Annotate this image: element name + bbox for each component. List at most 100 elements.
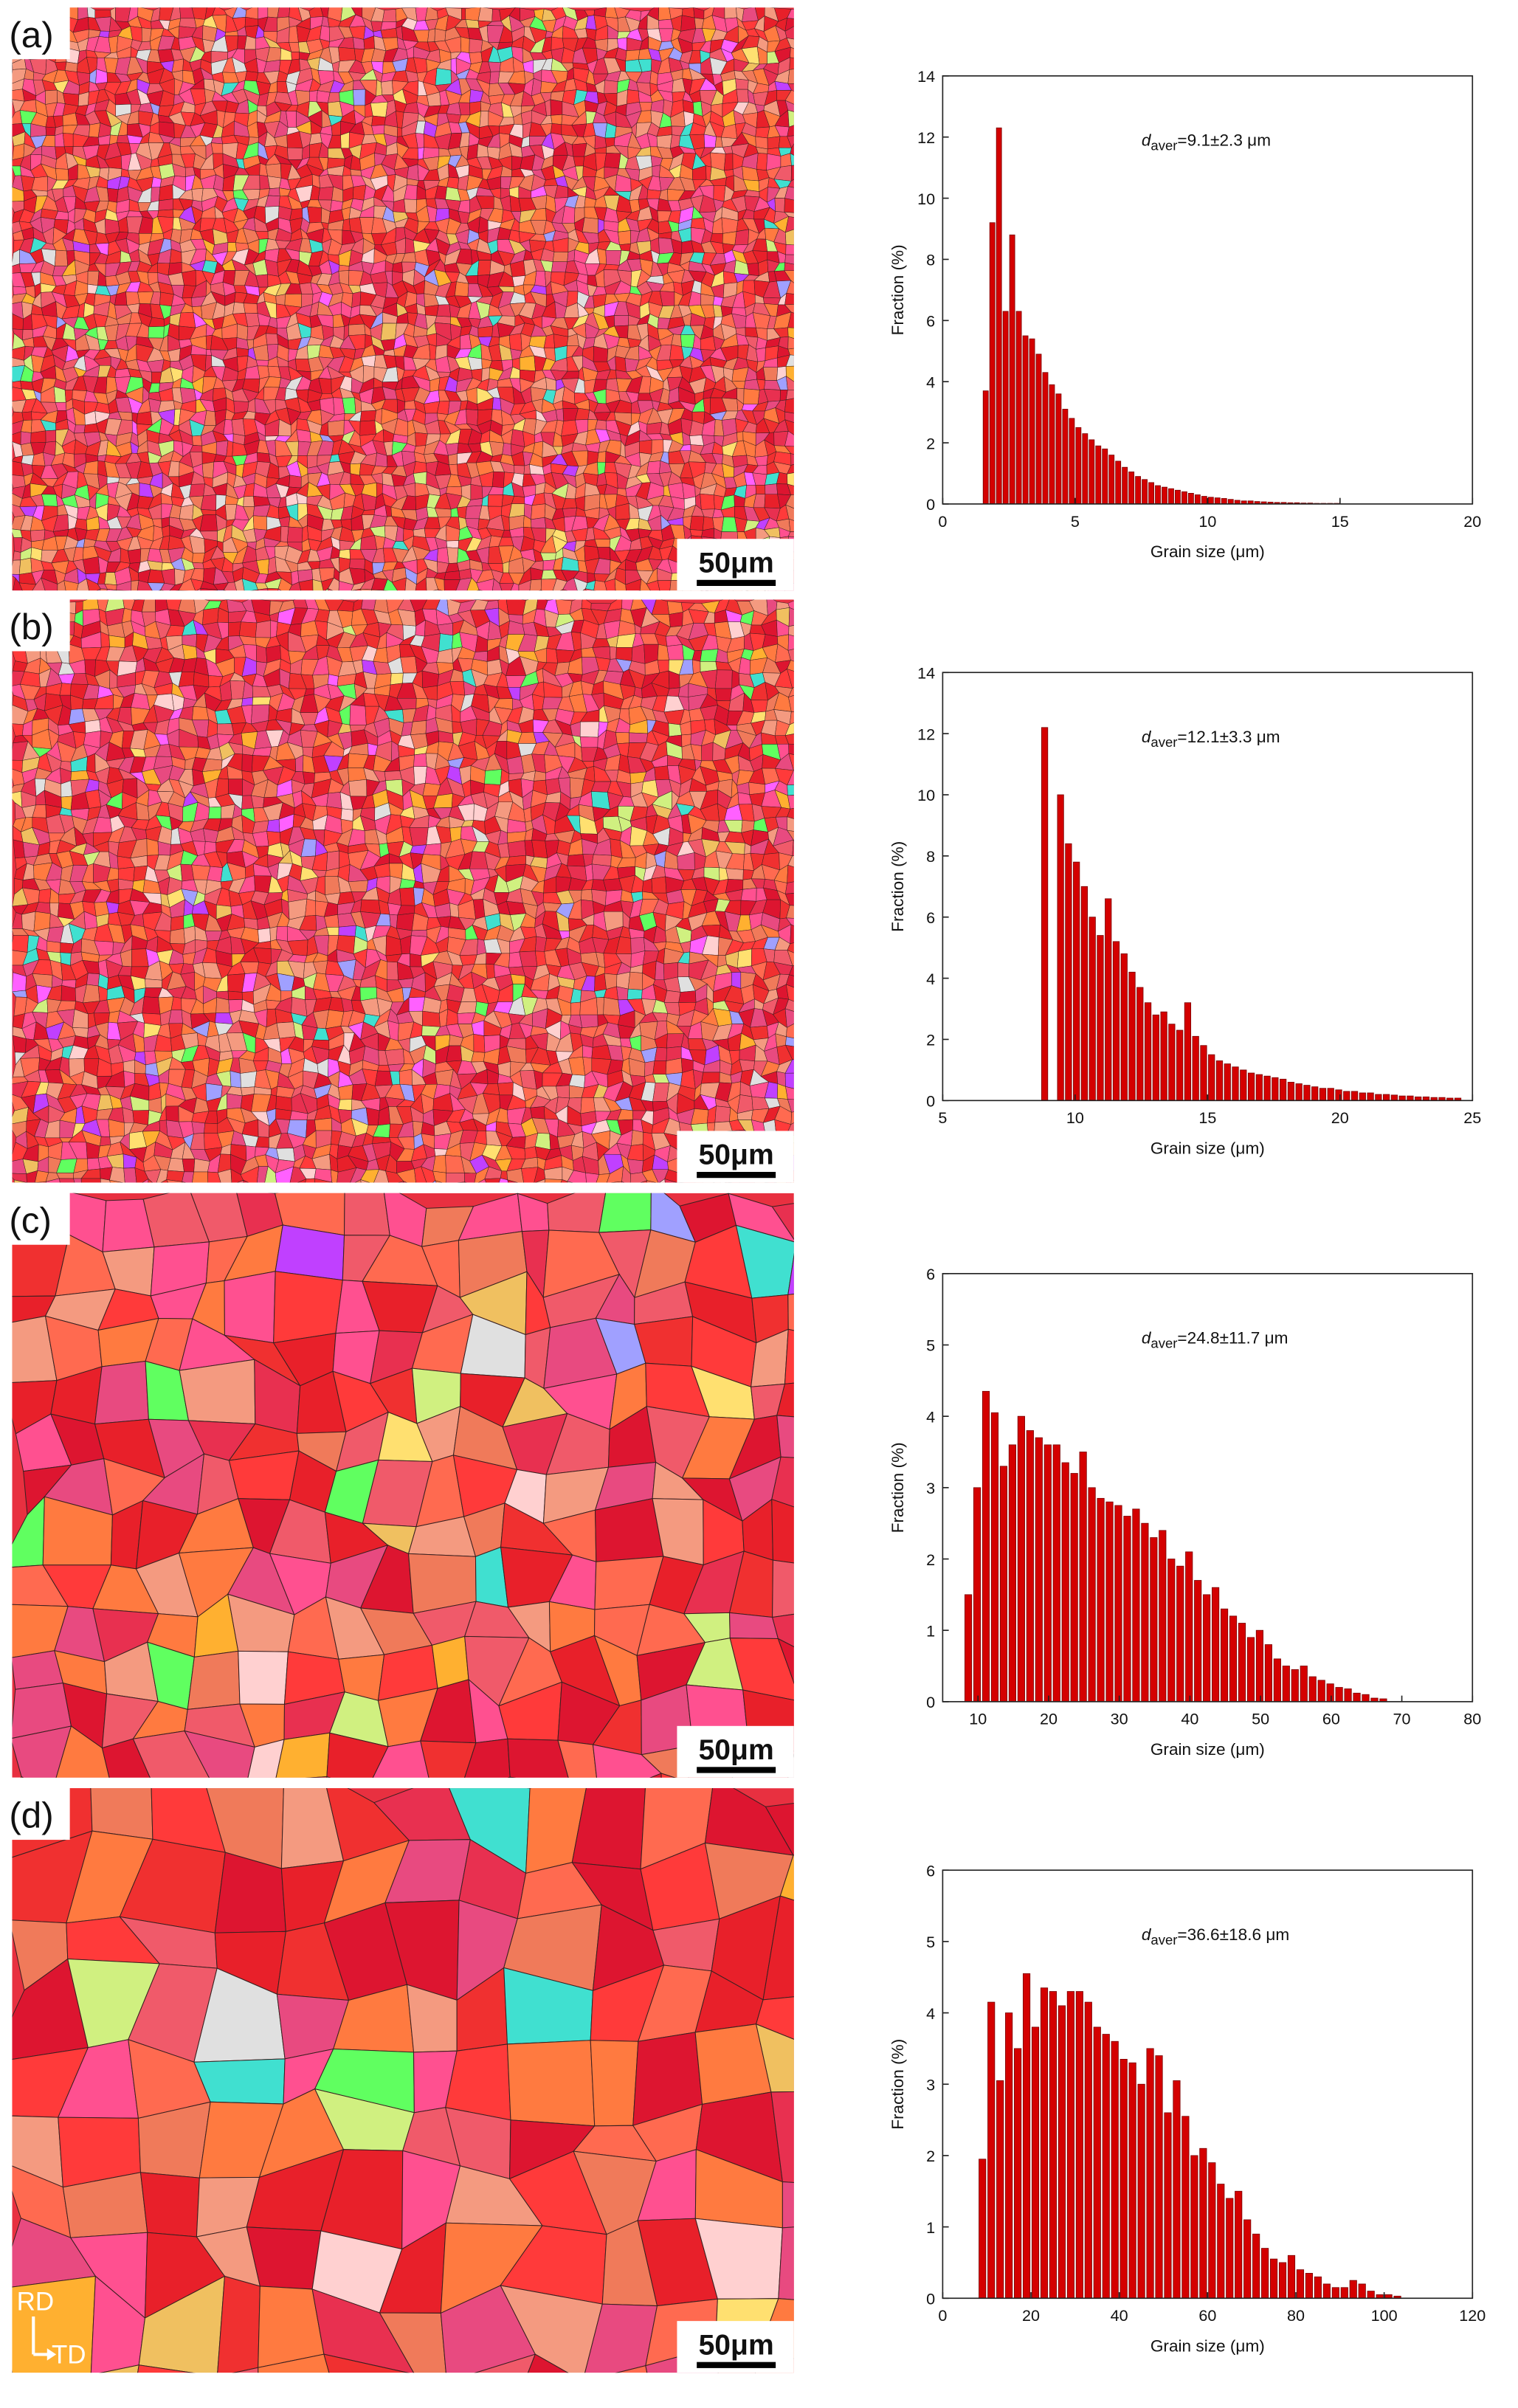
grain xyxy=(151,176,162,188)
grain xyxy=(238,621,258,638)
grain xyxy=(736,431,744,442)
grain xyxy=(373,599,389,614)
grain xyxy=(284,293,302,308)
grain xyxy=(619,243,631,252)
grain xyxy=(597,547,611,561)
grain xyxy=(397,127,403,137)
grain xyxy=(348,323,366,336)
grain xyxy=(790,453,794,466)
grain xyxy=(784,398,794,414)
grain xyxy=(158,199,173,211)
grain xyxy=(191,7,207,20)
grain xyxy=(618,230,631,246)
grain xyxy=(458,102,471,116)
grain xyxy=(55,168,69,181)
grain xyxy=(511,495,525,504)
grain xyxy=(338,581,354,591)
grain xyxy=(244,35,256,50)
grain xyxy=(551,114,563,125)
grain xyxy=(476,578,494,591)
grain xyxy=(797,348,811,359)
grain xyxy=(258,587,269,591)
grain xyxy=(518,579,531,591)
grain xyxy=(454,281,469,297)
grain xyxy=(721,217,739,234)
grain xyxy=(561,419,579,437)
grain xyxy=(268,187,280,197)
grain xyxy=(798,103,807,117)
grain xyxy=(555,599,573,615)
grain xyxy=(308,7,324,18)
grain xyxy=(787,483,794,496)
grain xyxy=(201,461,215,479)
grain xyxy=(800,304,810,315)
grain xyxy=(41,577,58,591)
grain xyxy=(790,153,794,166)
grain xyxy=(798,6,811,19)
grain xyxy=(784,304,794,314)
grain xyxy=(787,83,794,92)
grain xyxy=(312,579,324,591)
grain xyxy=(631,644,646,664)
grain xyxy=(646,580,660,591)
grain xyxy=(797,472,806,487)
grain xyxy=(127,548,142,564)
grain xyxy=(13,551,21,561)
grain xyxy=(179,311,196,328)
grain xyxy=(204,410,216,426)
grain xyxy=(244,365,261,379)
grain xyxy=(798,41,811,51)
grain xyxy=(787,109,794,128)
grain xyxy=(801,588,812,606)
grain xyxy=(223,590,226,591)
grain xyxy=(353,89,366,106)
grain xyxy=(371,125,385,135)
grain xyxy=(795,514,810,531)
grain xyxy=(614,578,627,591)
grain xyxy=(604,578,616,591)
grain xyxy=(579,736,598,748)
grain xyxy=(277,578,292,591)
grain xyxy=(767,136,781,150)
grain xyxy=(286,111,297,128)
grain xyxy=(593,590,596,591)
grain xyxy=(573,156,585,167)
grain xyxy=(680,334,695,348)
grain xyxy=(292,599,308,609)
grain xyxy=(582,588,587,591)
grain xyxy=(593,580,607,591)
grain xyxy=(784,419,794,435)
grain xyxy=(382,9,397,22)
grain xyxy=(796,382,810,392)
grain xyxy=(790,165,794,182)
grain xyxy=(562,577,578,591)
grain xyxy=(383,579,398,591)
grain xyxy=(291,52,300,61)
grain xyxy=(785,354,794,367)
grain xyxy=(30,529,46,542)
grain xyxy=(714,688,732,701)
grain xyxy=(159,184,173,201)
grain xyxy=(787,687,794,698)
grain xyxy=(277,7,290,18)
grain xyxy=(799,339,811,348)
grain xyxy=(788,625,794,637)
grain xyxy=(691,659,701,675)
grain xyxy=(560,589,564,591)
grain xyxy=(801,706,813,725)
grain xyxy=(796,20,811,27)
grain xyxy=(251,589,258,591)
grain xyxy=(371,589,384,591)
grain xyxy=(199,514,218,532)
grain xyxy=(796,25,811,41)
grain xyxy=(349,704,367,725)
grain xyxy=(798,547,807,559)
grain xyxy=(191,187,204,202)
grain xyxy=(788,607,794,627)
grain xyxy=(551,261,568,273)
grain xyxy=(342,397,356,414)
grain xyxy=(320,25,330,42)
grain xyxy=(803,718,816,734)
grain xyxy=(625,49,641,61)
grain xyxy=(700,493,715,510)
